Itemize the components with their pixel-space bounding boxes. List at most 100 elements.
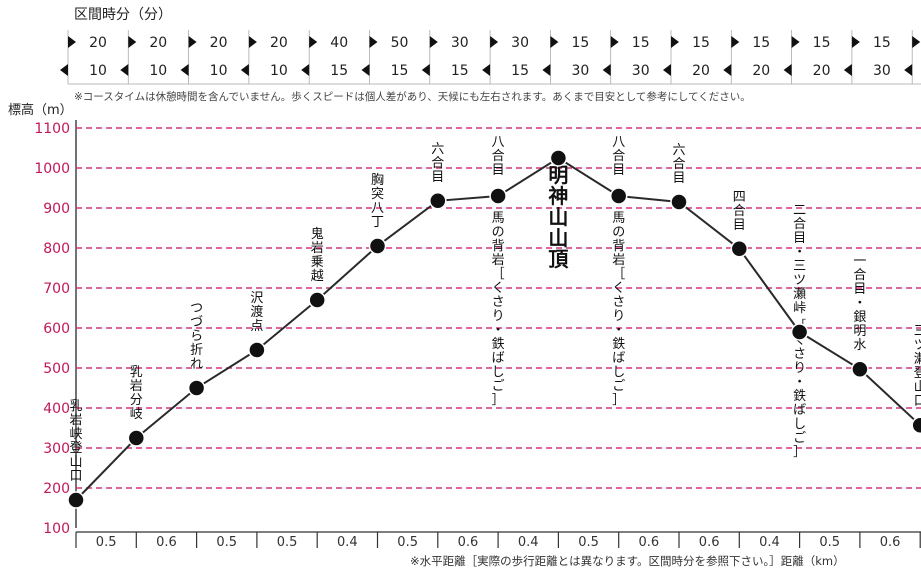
x-segment-label: 0.5 (578, 535, 599, 550)
x-segment-label: 0.4 (518, 535, 539, 550)
section-time-up: 50 (391, 35, 409, 51)
down-arrow (240, 64, 249, 76)
elevation-point (429, 192, 447, 210)
y-axis-title: 標高（m） (8, 103, 73, 118)
elevation-point (609, 187, 628, 205)
waypoint-label: 鬼岩乗越 (311, 226, 324, 284)
up-arrow (188, 36, 197, 48)
distance-note: ※水平距離［実際の歩行距離とは異なります。区間時分を参照下さい。］距離（km） (410, 554, 845, 568)
x-segment-label: 0.6 (880, 535, 901, 550)
x-segment-label: 0.6 (639, 535, 660, 550)
x-segment-label: 0.5 (397, 535, 418, 550)
down-arrow (301, 64, 310, 76)
waypoint-label: 沢渡点 (250, 291, 263, 334)
down-arrow (482, 64, 491, 76)
elevation-point (187, 379, 206, 397)
section-time-down: 10 (270, 63, 288, 79)
section-time-down: 15 (451, 63, 469, 79)
y-tick-label: 700 (43, 281, 70, 297)
section-time-up: 15 (632, 35, 650, 51)
waypoint-label: 二合目・三ツ瀬峠 (793, 203, 806, 316)
section-time-down: 30 (632, 63, 650, 79)
x-segment-label: 0.4 (337, 535, 358, 550)
section-time-up: 30 (511, 35, 529, 51)
elevation-point (670, 193, 688, 211)
up-arrow (912, 36, 921, 48)
down-arrow (60, 64, 68, 76)
y-tick-label: 400 (43, 401, 70, 417)
section-time-up: 20 (210, 35, 228, 51)
up-arrow (248, 36, 257, 48)
x-segment-label: 0.5 (277, 535, 298, 550)
y-tick-label: 300 (43, 441, 70, 457)
waypoint-sublabel: 馬の背岩［くさり・鉄ばしご］ (492, 211, 505, 408)
down-arrow (663, 64, 671, 76)
x-segment-label: 0.4 (759, 535, 780, 550)
x-segment-label: 0.6 (699, 535, 720, 550)
section-time-down: 20 (752, 63, 770, 79)
section-time-down: 20 (813, 63, 831, 79)
section-time-down: 15 (391, 63, 409, 79)
elevation-point (127, 429, 146, 447)
y-tick-label: 500 (43, 361, 70, 377)
y-tick-label: 1000 (34, 161, 70, 177)
up-arrow (791, 36, 800, 48)
waypoint-label: 四合目 (733, 190, 746, 233)
section-time-down: 15 (511, 63, 529, 79)
x-segment-label: 0.5 (96, 535, 117, 550)
up-arrow (309, 36, 318, 48)
y-tick-label: 200 (43, 481, 70, 497)
elevation-point (790, 323, 809, 341)
up-arrow (68, 36, 76, 48)
up-arrow (490, 36, 499, 48)
waypoint-label: 胸突八丁 (371, 173, 384, 230)
elevation-point (851, 360, 869, 378)
x-segment-label: 0.6 (156, 535, 177, 550)
section-time-up: 20 (270, 35, 288, 51)
section-time-up: 15 (571, 35, 589, 51)
down-arrow (602, 64, 611, 76)
waypoint-label: 明神山山頂 (548, 163, 569, 271)
waypoint-label: 六合目 (672, 143, 685, 186)
section-time-down: 30 (873, 63, 891, 79)
down-arrow (361, 64, 370, 76)
up-arrow (369, 36, 378, 48)
y-tick-label: 1100 (34, 121, 70, 137)
waypoint-sublabel: 馬の背岩［くさり・鉄ばしご］ (612, 211, 625, 408)
elevation-point (489, 187, 507, 205)
waypoint-label: 八合目 (612, 135, 625, 178)
y-tick-label: 600 (43, 321, 70, 337)
down-arrow (904, 64, 913, 76)
section-time-up: 40 (330, 35, 348, 51)
y-tick-label: 800 (43, 241, 70, 257)
up-arrow (731, 36, 740, 48)
x-segment-label: 0.5 (216, 535, 237, 550)
waypoint-label: つづら折れ (190, 301, 203, 372)
up-arrow (128, 36, 137, 48)
up-arrow (610, 36, 619, 48)
section-time-title: 区間時分（分） (74, 7, 172, 23)
section-time-up: 20 (89, 35, 107, 51)
waypoint-label: 六合目 (431, 142, 444, 185)
section-time-down: 10 (89, 63, 107, 79)
section-time-up: 30 (451, 35, 469, 51)
section-time-up: 15 (692, 35, 710, 51)
section-time-up: 15 (813, 35, 831, 51)
waypoint-label: 乳岩分岐 (130, 365, 143, 422)
elevation-point (308, 291, 326, 309)
down-arrow (723, 64, 732, 76)
elevation-point (549, 149, 568, 167)
x-segment-label: 0.5 (819, 535, 840, 550)
elevation-point (248, 341, 266, 359)
up-arrow (429, 36, 438, 48)
section-time-down: 20 (692, 63, 710, 79)
waypoint-label: 八合目 (492, 135, 505, 178)
course-time-note: ※コースタイムは休憩時間を含んでいません。歩くスピードは個人差があり、天候にも左… (74, 91, 751, 103)
waypoint-label: 三ツ瀬登山口 (914, 324, 921, 409)
elevation-point (67, 491, 85, 509)
up-arrow (671, 36, 679, 48)
section-time-down: 10 (149, 63, 167, 79)
down-arrow (843, 64, 852, 76)
